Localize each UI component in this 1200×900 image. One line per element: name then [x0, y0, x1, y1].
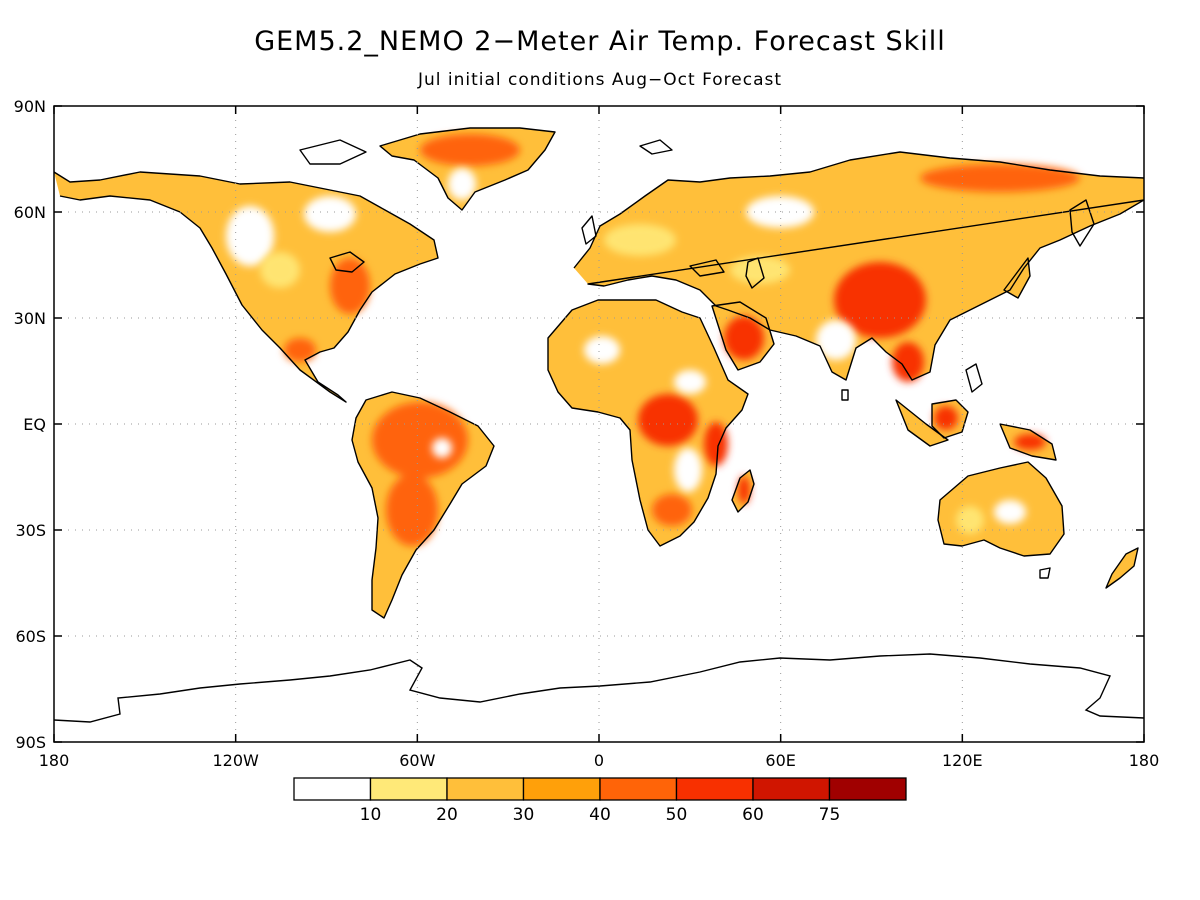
coast-south-america [351, 391, 495, 619]
hotspot-mexico [284, 338, 316, 362]
coast-svalbard [639, 139, 673, 155]
fringe-australia [956, 506, 984, 534]
coast-philippines [965, 363, 983, 393]
lat-tick-label: 30S [15, 521, 46, 540]
colorbar-label: 50 [666, 805, 688, 825]
coast-new-guinea [999, 423, 1057, 461]
coast-black-sea [689, 259, 725, 277]
land-indonesia [896, 400, 948, 446]
lon-tick-label: 60E [765, 751, 795, 770]
coast-tasmania [1039, 567, 1051, 579]
longitude-labels: 180 120W 60W 0 60E 120E 180 [39, 106, 1160, 770]
lon-tick-label: 180 [39, 751, 70, 770]
low-india [816, 320, 856, 360]
colorbar-swatch [675, 777, 754, 801]
low-skill-areas [226, 168, 1026, 524]
colorbar-label: 20 [436, 805, 458, 825]
lat-tick-label: 30N [14, 309, 46, 328]
map-plot-area [54, 106, 1144, 742]
coast-madagascar [731, 469, 755, 513]
lon-tick-label: 0 [594, 751, 604, 770]
coast-arctic-islands [299, 139, 367, 165]
colorbar-swatch [293, 777, 372, 801]
colorbar-swatch [369, 777, 448, 801]
hotspot-borneo [934, 406, 958, 430]
fringe-canada [260, 252, 300, 288]
low-russia [746, 196, 814, 228]
lon-tick-label: 180 [1129, 751, 1160, 770]
coastlines [54, 127, 1144, 619]
hotspot-madagascar [738, 476, 750, 504]
colorbar-swatch [752, 777, 831, 801]
map-subtitle: Jul initial conditions Aug−Oct Forecast [417, 70, 783, 90]
coast-uk [581, 215, 597, 245]
coast-sri-lanka [841, 389, 849, 401]
coast-africa [547, 299, 749, 547]
hotspot-south-america [386, 474, 438, 546]
land-eurasia [574, 152, 1144, 380]
grid-lines [54, 106, 1144, 742]
low-sahel [674, 370, 706, 394]
hotspot-southeast-asia [892, 342, 924, 382]
coast-greenland [379, 127, 556, 211]
coast-australia [937, 461, 1065, 557]
hotspot-congo [638, 394, 698, 446]
colorbar: 10 20 30 40 50 60 75 [293, 777, 907, 825]
latitude-labels: 90N 60N 30N EQ 30S 60S 90S [14, 97, 1144, 752]
lat-tick-label: 90S [15, 733, 46, 752]
coast-kamchatka [1069, 199, 1095, 247]
hotspot-greenland [420, 134, 520, 166]
low-australia [994, 500, 1026, 524]
lat-tick-label: EQ [23, 415, 46, 434]
fringe-europe [604, 224, 676, 256]
low-canada [226, 206, 274, 266]
lon-tick-label: 120W [212, 751, 259, 770]
coast-sumatra [895, 399, 949, 447]
low-brazil [432, 438, 452, 458]
lat-tick-label: 60S [15, 627, 46, 646]
colorbar-label: 75 [819, 805, 841, 825]
lat-tick-label: 60N [14, 203, 46, 222]
hotspot-us-east [330, 258, 370, 314]
colorbar-swatch [446, 777, 525, 801]
antarctica-coast [54, 653, 1144, 723]
fringe-central-asia [730, 256, 790, 284]
colorbar-swatch [522, 777, 601, 801]
hotspot-southern-africa [652, 494, 692, 526]
coast-great-lakes [329, 251, 365, 273]
lat-tick-label: 90N [14, 97, 46, 116]
hotspot-tibet [834, 262, 926, 338]
low-greenland [448, 168, 476, 200]
colorbar-swatch [828, 777, 907, 801]
hotspot-arabia [724, 316, 764, 360]
coast-north-america [54, 171, 439, 403]
skill-hotspots [284, 134, 1080, 546]
lon-tick-label: 120E [942, 751, 983, 770]
land-new-zealand [1106, 548, 1138, 588]
coast-borneo [931, 399, 969, 439]
coast-arabia [711, 301, 775, 371]
hotspot-siberia [920, 164, 1080, 192]
colorbar-swatch [599, 777, 678, 801]
hotspot-east-africa [704, 422, 728, 466]
coast-caspian [745, 257, 765, 289]
map-title: GEM5.2_NEMO 2−Meter Air Temp. Forecast S… [254, 26, 946, 57]
coast-eurasia [573, 151, 1144, 381]
low-southern-africa [674, 448, 702, 492]
coast-japan [1003, 257, 1031, 299]
hotspot-new-guinea [1014, 434, 1046, 450]
lon-tick-label: 60W [399, 751, 435, 770]
coast-new-zealand [1105, 547, 1139, 589]
low-sahara [584, 336, 620, 364]
low-hudson [304, 196, 356, 232]
low-moderate-areas [260, 224, 984, 534]
colorbar-label: 40 [589, 805, 611, 825]
hotspot-amazon [372, 402, 468, 478]
colorbar-label: 30 [513, 805, 535, 825]
colorbar-label: 60 [742, 805, 764, 825]
colorbar-label: 10 [360, 805, 382, 825]
